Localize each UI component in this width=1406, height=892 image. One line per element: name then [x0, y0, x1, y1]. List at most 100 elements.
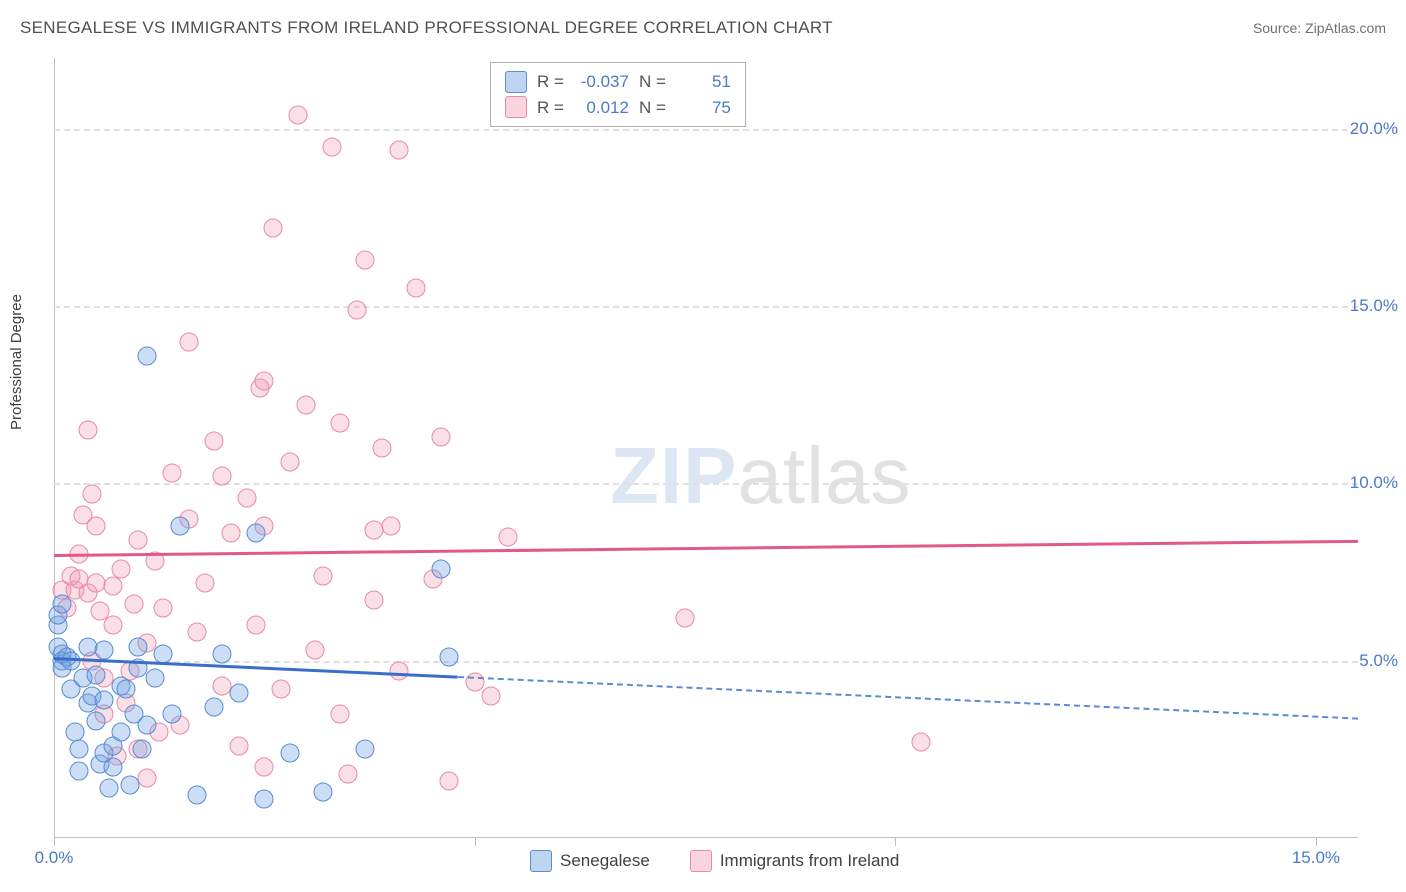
scatter-point-pink [154, 598, 173, 617]
scatter-point-pink [331, 414, 350, 433]
x-tick-label: 0.0% [35, 848, 74, 868]
scatter-point-blue [112, 722, 131, 741]
scatter-point-pink [406, 279, 425, 298]
scatter-point-pink [339, 765, 358, 784]
trend-line-pink [54, 540, 1358, 557]
swatch-blue-icon [530, 850, 552, 872]
scatter-point-blue [116, 680, 135, 699]
scatter-point-blue [162, 704, 181, 723]
scatter-point-pink [112, 559, 131, 578]
x-tick-label: 15.0% [1292, 848, 1340, 868]
scatter-point-blue [154, 644, 173, 663]
scatter-point-pink [373, 439, 392, 458]
x-axis-line [54, 837, 1358, 838]
r-label: R = [537, 69, 564, 95]
r-label: R = [537, 95, 564, 121]
scatter-point-blue [95, 641, 114, 660]
scatter-point-pink [314, 566, 333, 585]
scatter-point-pink [238, 488, 257, 507]
swatch-pink-icon [690, 850, 712, 872]
scatter-point-blue [356, 740, 375, 759]
scatter-point-pink [188, 623, 207, 642]
scatter-point-pink [465, 673, 484, 692]
bottom-legend: Senegalese Immigrants from Ireland [530, 850, 899, 872]
gridline-h [54, 661, 1358, 663]
scatter-point-blue [53, 595, 72, 614]
scatter-point-blue [61, 651, 80, 670]
scatter-point-pink [263, 219, 282, 238]
trend-line-blue-dashed [458, 676, 1358, 720]
scatter-point-pink [288, 105, 307, 124]
scatter-point-pink [255, 758, 274, 777]
scatter-point-pink [246, 616, 265, 635]
scatter-point-pink [305, 641, 324, 660]
scatter-point-blue [213, 644, 232, 663]
stats-legend-box: R = -0.037 N = 51 R = 0.012 N = 75 [490, 62, 746, 127]
scatter-point-blue [280, 743, 299, 762]
scatter-point-pink [280, 453, 299, 472]
n-label: N = [639, 95, 666, 121]
scatter-point-blue [103, 758, 122, 777]
scatter-point-pink [440, 772, 459, 791]
y-axis-label: Professional Degree [8, 294, 25, 430]
plot-region: ZIPatlas 5.0%10.0%15.0%20.0%0.0%15.0% [50, 50, 1380, 840]
scatter-point-pink [364, 591, 383, 610]
source-label: Source: ZipAtlas.com [1253, 20, 1386, 36]
scatter-point-blue [133, 740, 152, 759]
scatter-point-pink [213, 467, 232, 486]
scatter-point-blue [431, 559, 450, 578]
scatter-point-pink [389, 141, 408, 160]
scatter-point-blue [188, 786, 207, 805]
n-value-blue: 51 [676, 69, 731, 95]
scatter-point-blue [230, 683, 249, 702]
legend-label: Senegalese [560, 851, 650, 871]
n-label: N = [639, 69, 666, 95]
x-tick [475, 838, 476, 846]
x-tick [1316, 838, 1317, 846]
scatter-point-blue [78, 637, 97, 656]
scatter-point-pink [381, 517, 400, 536]
scatter-point-blue [246, 524, 265, 543]
scatter-point-pink [297, 396, 316, 415]
scatter-point-pink [82, 485, 101, 504]
scatter-point-pink [87, 517, 106, 536]
scatter-point-pink [124, 595, 143, 614]
scatter-point-blue [87, 665, 106, 684]
scatter-point-pink [103, 616, 122, 635]
x-tick [895, 838, 896, 846]
scatter-point-pink [356, 251, 375, 270]
scatter-point-blue [70, 761, 89, 780]
swatch-blue-icon [505, 71, 527, 93]
scatter-point-pink [103, 577, 122, 596]
scatter-point-blue [137, 346, 156, 365]
scatter-point-blue [129, 637, 148, 656]
gridline-h [54, 306, 1358, 308]
n-value-pink: 75 [676, 95, 731, 121]
scatter-point-pink [911, 733, 930, 752]
x-tick [54, 838, 55, 846]
scatter-point-blue [66, 722, 85, 741]
scatter-point-pink [129, 531, 148, 550]
scatter-point-pink [221, 524, 240, 543]
scatter-point-pink [179, 332, 198, 351]
legend-item-senegalese: Senegalese [530, 850, 650, 872]
gridline-h [54, 129, 1358, 131]
scatter-point-pink [675, 609, 694, 628]
scatter-point-blue [440, 648, 459, 667]
y-tick-label: 5.0% [1359, 651, 1398, 671]
scatter-point-blue [70, 740, 89, 759]
r-value-blue: -0.037 [574, 69, 629, 95]
scatter-point-blue [255, 790, 274, 809]
stat-row-pink: R = 0.012 N = 75 [505, 95, 731, 121]
y-tick-label: 10.0% [1350, 473, 1398, 493]
scatter-point-blue [314, 782, 333, 801]
scatter-point-pink [137, 768, 156, 787]
chart-area: ZIPatlas 5.0%10.0%15.0%20.0%0.0%15.0% R … [50, 50, 1380, 840]
scatter-point-pink [196, 573, 215, 592]
swatch-pink-icon [505, 96, 527, 118]
scatter-point-blue [137, 715, 156, 734]
watermark-zip: ZIP [610, 431, 737, 520]
scatter-point-blue [171, 517, 190, 536]
scatter-point-blue [204, 697, 223, 716]
y-tick-label: 15.0% [1350, 296, 1398, 316]
